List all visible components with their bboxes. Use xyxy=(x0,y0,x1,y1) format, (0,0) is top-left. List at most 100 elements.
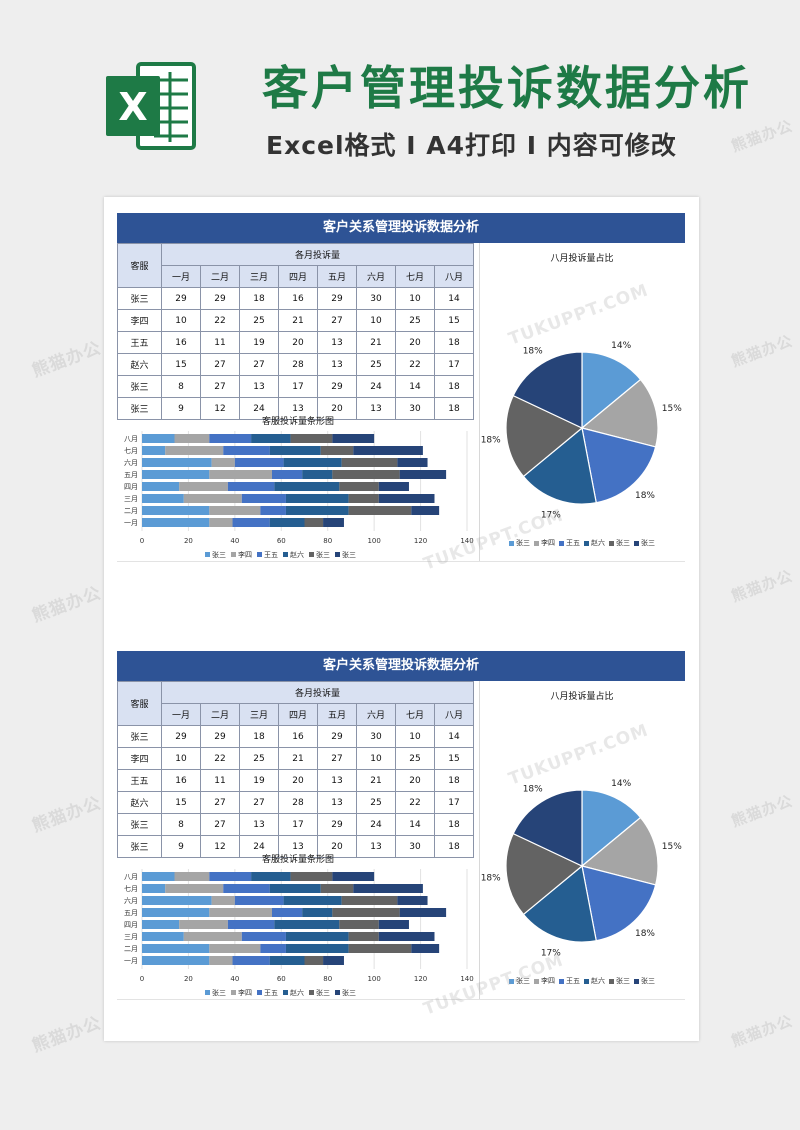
x-tick-label: 20 xyxy=(184,975,193,983)
value-cell: 13 xyxy=(239,375,279,398)
legend-swatch xyxy=(257,990,262,995)
value-cell: 10 xyxy=(161,747,201,770)
month-header-cell: 七月 xyxy=(395,703,435,726)
value-cell: 21 xyxy=(356,331,396,354)
bar-segment xyxy=(269,518,305,527)
legend-label: 张三 xyxy=(616,977,630,985)
pie-data-label: 18% xyxy=(523,346,543,356)
divider xyxy=(479,681,480,999)
legend-label: 李四 xyxy=(238,988,252,997)
bar-segment xyxy=(142,884,166,893)
month-header-cell: 一月 xyxy=(161,703,201,726)
pie-slice xyxy=(581,865,657,942)
bar-segment xyxy=(283,458,342,467)
legend-swatch xyxy=(584,978,589,984)
table-row: 王五 16 11 19 20 13 21 20 18 xyxy=(117,769,474,792)
legend-swatch xyxy=(534,540,539,546)
bar-segment xyxy=(209,944,261,953)
watermark-text: 熊猫办公 xyxy=(29,793,105,837)
value-cell: 11 xyxy=(200,769,240,792)
value-cell: 27 xyxy=(239,353,279,376)
month-header-cell: 一月 xyxy=(161,265,201,288)
table-row: 王五 16 11 19 20 13 21 20 18 xyxy=(117,331,474,354)
value-cell: 14 xyxy=(395,375,435,398)
pie-data-label: 18% xyxy=(635,491,655,501)
agent-name-cell: 张三 xyxy=(117,725,162,748)
bar-segment xyxy=(251,434,291,443)
value-cell: 13 xyxy=(278,835,318,858)
pie-slice xyxy=(580,816,659,886)
bar-segment xyxy=(397,458,428,467)
bar-segment xyxy=(211,458,235,467)
value-cell: 29 xyxy=(317,287,357,310)
y-tick-label: 一月 xyxy=(124,957,138,965)
watermark-text: 熊猫办公 xyxy=(729,566,796,606)
agent-name-cell: 李四 xyxy=(117,309,162,332)
x-tick-label: 0 xyxy=(140,537,144,545)
bar-segment xyxy=(174,872,210,881)
bar-segment xyxy=(378,482,409,491)
value-cell: 10 xyxy=(395,725,435,748)
pie-data-label: 14% xyxy=(611,341,631,351)
value-cell: 17 xyxy=(434,791,474,814)
value-cell: 17 xyxy=(278,375,318,398)
value-cell: 27 xyxy=(317,309,357,332)
value-cell: 18 xyxy=(239,725,279,748)
legend-item: 张三 xyxy=(509,976,530,986)
bar-segment xyxy=(269,884,321,893)
month-header-cell: 五月 xyxy=(317,703,357,726)
agent-name-cell: 赵六 xyxy=(117,791,162,814)
bar-chart-title: 客服投诉量条形图 xyxy=(261,855,334,865)
pie-data-label: 15% xyxy=(662,842,682,852)
legend-label: 赵六 xyxy=(591,977,605,985)
header-monthly-group: 各月投诉量 xyxy=(161,681,474,704)
legend-label: 赵六 xyxy=(591,539,605,547)
x-tick-label: 60 xyxy=(277,975,286,983)
agent-name-cell: 赵六 xyxy=(117,353,162,376)
month-header-cell: 四月 xyxy=(278,703,318,726)
pie-slice xyxy=(580,378,659,448)
bar-segment xyxy=(411,506,440,515)
bar-segment xyxy=(142,920,180,929)
legend-item: 赵六 xyxy=(584,538,605,548)
y-tick-label: 八月 xyxy=(124,873,138,881)
legend-swatch xyxy=(559,540,564,546)
pie-data-label: 15% xyxy=(662,404,682,414)
agent-name-cell: 王五 xyxy=(117,331,162,354)
bar-segment xyxy=(378,920,409,929)
agent-name-cell: 张三 xyxy=(117,287,162,310)
x-tick-label: 40 xyxy=(230,537,239,545)
value-cell: 29 xyxy=(317,375,357,398)
legend-label: 李四 xyxy=(541,977,555,985)
month-header-cell: 五月 xyxy=(317,265,357,288)
bar-segment xyxy=(285,506,349,515)
bar-segment xyxy=(174,434,210,443)
bar-segment xyxy=(142,896,212,905)
legend-label: 王五 xyxy=(566,977,580,985)
bar-segment xyxy=(260,506,286,515)
pie-data-label: 18% xyxy=(481,874,501,884)
value-cell: 17 xyxy=(278,813,318,836)
month-header-row: 一月 二月 三月 四月 五月 六月 七月 八月 xyxy=(118,265,474,288)
legend-item: 李四 xyxy=(534,538,555,548)
watermark-text: 熊猫办公 xyxy=(29,1013,105,1057)
pie-slice xyxy=(581,789,642,868)
legend-swatch xyxy=(283,552,288,557)
value-cell: 10 xyxy=(395,287,435,310)
value-cell: 11 xyxy=(200,331,240,354)
legend-label: 张三 xyxy=(316,988,330,997)
legend-swatch xyxy=(335,552,340,557)
month-header-cell: 六月 xyxy=(356,703,396,726)
pie-chart: 14% 15% 18% 17% 18% 18% xyxy=(481,341,683,521)
legend-label: 张三 xyxy=(316,550,330,559)
bar-segment xyxy=(274,920,340,929)
table-row: 张三 29 29 18 16 29 30 10 14 xyxy=(117,287,474,310)
x-tick-label: 100 xyxy=(367,537,380,545)
legend-label: 赵六 xyxy=(290,988,304,997)
value-cell: 18 xyxy=(239,287,279,310)
bar-segment xyxy=(209,956,233,965)
table-row: 李四 10 22 25 21 27 10 25 15 xyxy=(117,309,474,332)
value-cell: 12 xyxy=(200,397,240,420)
bar-segment xyxy=(142,446,166,455)
